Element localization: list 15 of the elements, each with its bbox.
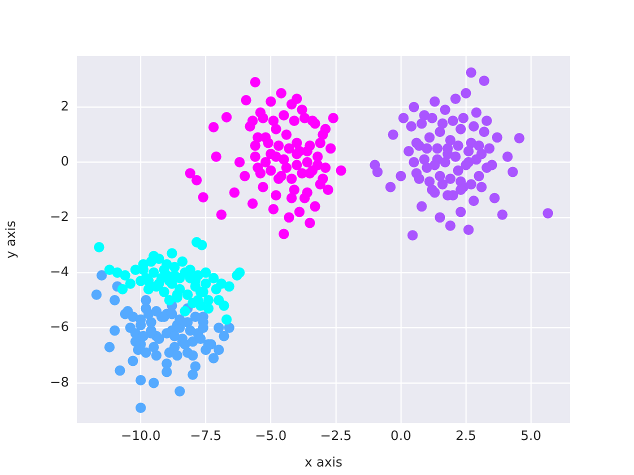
y-axis-title: y axis	[4, 220, 20, 258]
x-tick-label: 5.0	[520, 429, 542, 444]
x-tick-label: 0.0	[390, 429, 412, 444]
x-tick-label: −2.5	[320, 429, 352, 444]
x-tick-label: −7.5	[190, 429, 222, 444]
y-tick-label: −6	[50, 320, 69, 336]
x-axis-title: x axis	[304, 456, 343, 471]
x-tick-label: −10.0	[120, 429, 161, 444]
x-tick-label: −5.0	[255, 429, 287, 444]
y-tick-label: 2	[60, 99, 69, 114]
y-tick-label: −4	[50, 264, 69, 280]
y-tick-label: −2	[50, 210, 69, 225]
x-tick-label: 2.5	[456, 429, 476, 444]
y-tick-label: −8	[50, 375, 69, 390]
y-tick-label: 0	[60, 154, 69, 170]
